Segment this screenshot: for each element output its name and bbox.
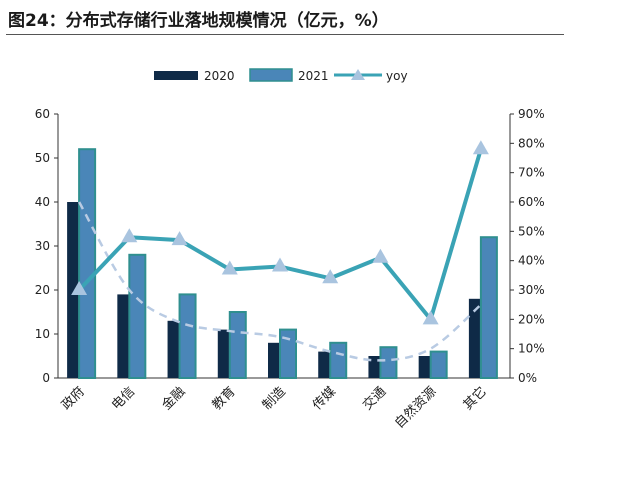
bar-2020 [268,342,282,378]
bar-2021 [279,328,297,380]
legend-swatch-2021 [249,68,293,82]
right-tick-label: 30% [518,283,545,297]
yoy-marker [372,248,389,263]
left-tick-label: 50 [35,151,50,165]
right-tick-label: 90% [518,107,545,121]
yoy-marker [472,140,489,155]
right-tick-label: 0% [518,371,537,385]
trend-line [78,201,482,362]
category-label: 交通 [360,384,390,414]
legend-label-yoy: yoy [386,69,408,83]
category-label: 制造 [260,384,289,413]
left-tick-label: 60 [35,107,50,121]
yoy-marker [322,269,339,284]
title-divider [6,34,564,35]
legend-label-2020: 2020 [204,69,235,83]
bar-2021 [228,311,247,379]
bar-2021 [78,148,97,379]
bar-2021 [479,236,498,379]
category-label: 教育 [209,384,239,414]
bar-2021 [128,253,147,379]
legend-label-2021: 2021 [298,69,329,83]
chart-title: 图24：分布式存储行业落地规模情况（亿元，%） [8,11,389,31]
right-axis: 0% 10% 20% 30% 40% 50% 60% 70% 80% 90% [509,107,545,385]
right-tick-label: 20% [518,312,545,326]
bars [67,148,498,380]
bar-2021 [429,350,448,380]
right-tick-label: 80% [518,136,545,150]
bar-2020 [117,294,132,378]
yoy-marker [121,228,138,243]
bar-2020 [418,356,433,378]
yoy-marker [272,257,288,272]
legend: 2020 2021 yoy [154,68,408,83]
right-tick-label: 40% [518,254,545,268]
legend-marker-yoy [351,69,365,80]
left-tick-label: 10 [35,327,50,341]
category-label: 政府 [59,384,88,413]
category-label: 其它 [460,384,490,414]
left-tick-label: 40 [35,195,50,209]
category-labels: 政府 电信 金融 教育 制造 传媒 交通 自然资源 其它 [59,384,490,432]
yoy-marker [171,231,188,246]
left-tick-label: 0 [42,371,50,385]
category-label: 传媒 [310,384,339,413]
right-tick-label: 60% [518,195,545,209]
category-label: 自然资源 [391,384,439,432]
bar-2021 [379,346,398,380]
bar-2020 [468,298,483,378]
yoy-marker [71,281,88,295]
bar-2020 [318,351,333,378]
legend-swatch-2020 [154,71,198,80]
right-tick-label: 70% [518,166,545,180]
bar-2021 [178,293,197,379]
trend-dashed-path [78,201,482,362]
yoy-marker [221,260,238,275]
category-label: 电信 [109,384,138,413]
left-tick-label: 30 [35,239,50,253]
yoy-marker [422,310,439,325]
category-label: 金融 [159,384,189,414]
yoy-line [71,140,489,325]
right-tick-label: 10% [518,342,545,356]
bar-2020 [167,320,182,378]
bar-2021 [329,341,348,379]
bar-2020 [217,329,232,378]
left-tick-label: 20 [35,283,50,297]
right-tick-label: 50% [518,224,545,238]
